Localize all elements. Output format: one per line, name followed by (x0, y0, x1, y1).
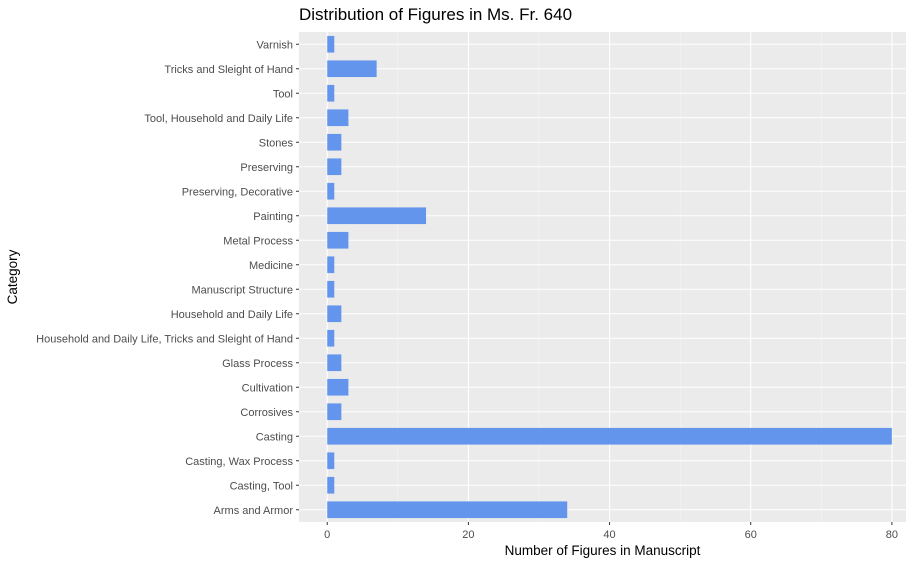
y-tick-label: Tool, Household and Daily Life (144, 113, 293, 125)
y-tick-label: Preserving (240, 162, 293, 174)
x-axis: 0 20 40 60 80 (324, 522, 898, 541)
x-tick-label: 0 (324, 529, 330, 541)
bar (327, 109, 349, 127)
x-axis-title: Number of Figures in Manuscript (505, 543, 701, 558)
y-tick-label: Household and Daily Life, Tricks and Sle… (36, 333, 293, 345)
bar (327, 354, 342, 372)
bar (327, 476, 335, 494)
chart-title: Distribution of Figures in Ms. Fr. 640 (299, 5, 572, 24)
y-tick-label: Cultivation (242, 382, 293, 394)
y-tick-label: Tool (273, 88, 293, 100)
bar (327, 427, 892, 445)
bar (327, 35, 335, 53)
y-tick-label: Painting (253, 211, 293, 223)
bar (327, 60, 377, 78)
y-tick-label: Stones (259, 137, 294, 149)
x-tick-label: 20 (462, 529, 474, 541)
bar (327, 378, 349, 396)
y-tick-label: Household and Daily Life (171, 309, 293, 321)
x-tick-label: 40 (603, 529, 615, 541)
y-tick-label: Preserving, Decorative (182, 186, 293, 198)
bar (327, 256, 335, 274)
y-tick-label: Varnish (257, 39, 293, 51)
x-tick-label: 60 (745, 529, 757, 541)
y-tick-label: Glass Process (222, 358, 293, 370)
bar (327, 280, 335, 298)
plot-panel (299, 32, 906, 522)
bar (327, 452, 335, 470)
y-tick-label: Medicine (249, 260, 293, 272)
y-tick-label: Casting, Tool (230, 480, 293, 492)
y-tick-label: Tricks and Sleight of Hand (164, 64, 293, 76)
bar (327, 305, 342, 323)
bar (327, 231, 349, 249)
bars (327, 35, 892, 519)
bar (327, 133, 342, 151)
y-axis-title: Category (5, 249, 20, 304)
bar (327, 403, 342, 421)
y-tick-label: Casting, Wax Process (185, 456, 293, 468)
x-tick-label: 80 (886, 529, 898, 541)
bar (327, 207, 427, 225)
y-tick-label: Manuscript Structure (192, 284, 293, 296)
bar (327, 329, 335, 347)
bar (327, 182, 335, 200)
y-tick-label: Casting (256, 431, 293, 443)
y-axis: Arms and Armor Casting, Tool Casting, Wax … (36, 39, 299, 517)
y-tick-label: Corrosives (240, 407, 293, 419)
y-tick-label: Arms and Armor (214, 505, 294, 517)
bar (327, 158, 342, 176)
bar (327, 501, 568, 519)
y-tick-label: Metal Process (223, 235, 293, 247)
bar (327, 84, 335, 102)
